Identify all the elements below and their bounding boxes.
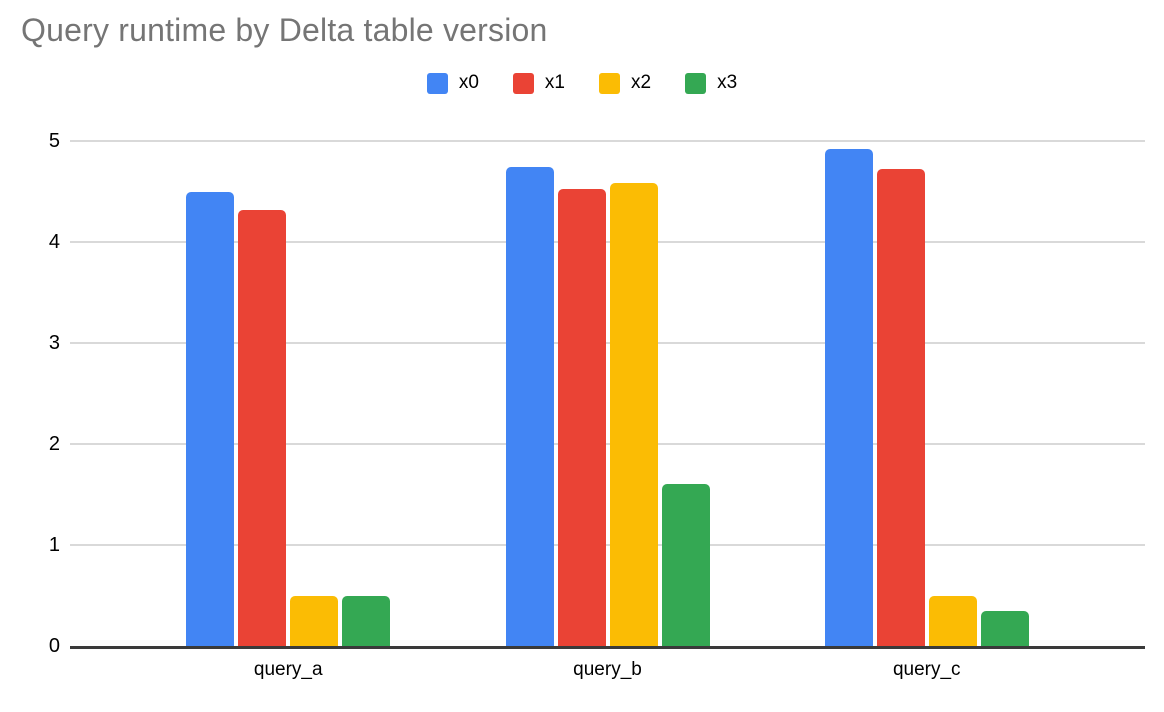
bar-x2-query_c <box>928 595 977 646</box>
bar-x2-query_b <box>609 183 658 646</box>
bar-x2-query_a <box>290 595 339 646</box>
legend-swatch-x2 <box>599 72 620 94</box>
bar-x3-query_b <box>661 484 710 646</box>
x-axis-label-query_b: query_b <box>573 659 642 680</box>
y-axis-tick-label: 2 <box>48 433 60 455</box>
legend-item-x2: x2 <box>599 72 651 94</box>
gridline <box>70 241 1145 243</box>
legend-item-x0: x0 <box>426 72 479 94</box>
bar-x0-query_b <box>505 167 554 646</box>
y-axis-tick-label: 3 <box>48 332 60 354</box>
gridline <box>70 140 1145 142</box>
bar-x0-query_a <box>186 191 235 646</box>
gridline <box>70 443 1145 445</box>
plot-area <box>70 140 1145 649</box>
bar-x0-query_c <box>824 149 873 646</box>
gridline <box>70 544 1145 546</box>
y-axis-tick-label: 0 <box>48 635 60 657</box>
legend-label: x3 <box>717 72 738 93</box>
chart-title: Query runtime by Delta table version <box>21 12 548 48</box>
x-axis: query_a query_b query_c <box>70 659 1145 685</box>
y-axis-tick-label: 5 <box>48 130 60 152</box>
legend-label: x2 <box>631 72 652 93</box>
bar-x1-query_c <box>876 169 925 646</box>
bar-x3-query_c <box>980 610 1029 646</box>
y-axis-tick-label: 4 <box>48 231 60 253</box>
legend-item-x1: x1 <box>512 72 565 94</box>
legend-swatch-x3 <box>685 72 707 94</box>
legend-label: x0 <box>458 72 479 93</box>
legend: x0 x1 x2 x3 <box>0 72 1164 94</box>
y-axis-tick-label: 1 <box>48 534 60 556</box>
gridline <box>70 342 1145 344</box>
legend-label: x1 <box>544 72 565 93</box>
y-axis: 0 1 2 3 4 5 <box>0 131 60 656</box>
bar-x1-query_a <box>238 209 287 646</box>
bar-x3-query_a <box>342 595 391 646</box>
bar-x1-query_b <box>557 189 606 646</box>
legend-swatch-x1 <box>512 72 534 94</box>
bar-group-query_b <box>505 141 710 646</box>
bar-group-query_a <box>186 141 391 646</box>
legend-swatch-x0 <box>426 72 448 94</box>
x-axis-label-query_c: query_c <box>892 659 961 680</box>
bar-group-query_c <box>824 141 1029 646</box>
x-axis-label-query_a: query_a <box>253 659 323 680</box>
legend-item-x3: x3 <box>685 72 737 94</box>
